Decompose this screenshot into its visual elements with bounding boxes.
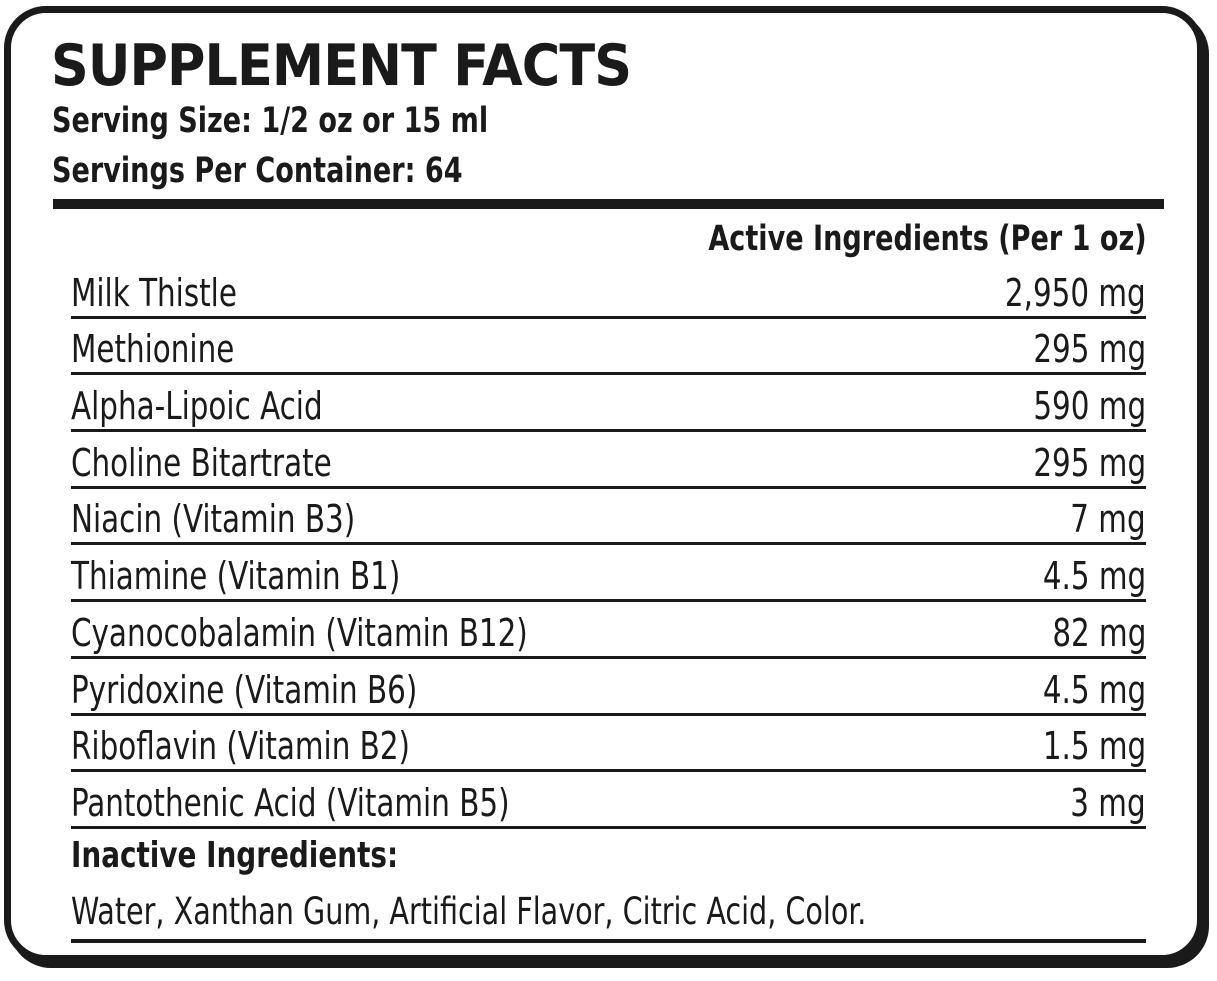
header-divider xyxy=(53,199,1164,209)
ingredient-amount: 4.5 mg xyxy=(1042,554,1146,599)
inactive-ingredients-heading: Inactive Ingredients: xyxy=(71,835,399,876)
ingredient-amount: 82 mg xyxy=(1051,610,1146,655)
supplement-facts-panel xyxy=(4,6,1204,962)
ingredient-name: Methionine xyxy=(71,327,235,372)
ingredient-table: Milk Thistle 2,950 mg Methionine 295 mg … xyxy=(71,262,1146,829)
serving-size: Serving Size: 1/2 oz or 15 ml xyxy=(52,101,489,141)
ingredient-amount: 1.5 mg xyxy=(1042,724,1146,769)
ingredient-name: Pyridoxine (Vitamin B6) xyxy=(71,667,418,712)
ingredient-row: Niacin (Vitamin B3) 7 mg xyxy=(71,489,1146,546)
ingredient-row: Pantothenic Acid (Vitamin B5) 3 mg xyxy=(71,772,1146,829)
inactive-ingredients-list: Water, Xanthan Gum, Artificial Flavor, C… xyxy=(71,890,867,933)
ingredient-row: Cyanocobalamin (Vitamin B12) 82 mg xyxy=(71,602,1146,659)
ingredient-amount: 2,950 mg xyxy=(1005,270,1146,315)
ingredient-amount: 295 mg xyxy=(1033,440,1146,485)
ingredient-row: Methionine 295 mg xyxy=(71,319,1146,376)
label-title: SUPPLEMENT FACTS xyxy=(51,33,632,99)
ingredient-amount: 4.5 mg xyxy=(1042,667,1146,712)
ingredient-name: Pantothenic Acid (Vitamin B5) xyxy=(71,780,510,825)
ingredient-name: Milk Thistle xyxy=(71,270,237,315)
ingredient-name: Riboflavin (Vitamin B2) xyxy=(71,724,411,769)
servings-per-container: Servings Per Container: 64 xyxy=(52,151,463,191)
ingredient-amount: 590 mg xyxy=(1033,384,1146,429)
ingredient-amount: 295 mg xyxy=(1033,327,1146,372)
ingredient-name: Thiamine (Vitamin B1) xyxy=(71,554,401,599)
ingredient-row: Pyridoxine (Vitamin B6) 4.5 mg xyxy=(71,659,1146,716)
active-ingredients-header: Active Ingredients (Per 1 oz) xyxy=(708,219,1147,259)
bottom-divider xyxy=(71,939,1146,943)
ingredient-row: Thiamine (Vitamin B1) 4.5 mg xyxy=(71,545,1146,603)
ingredient-amount: 7 mg xyxy=(1070,497,1146,542)
ingredient-row: Riboflavin (Vitamin B2) 1.5 mg xyxy=(71,716,1146,773)
ingredient-name: Choline Bitartrate xyxy=(71,440,332,485)
ingredient-name: Niacin (Vitamin B3) xyxy=(71,497,356,542)
ingredient-name: Alpha-Lipoic Acid xyxy=(71,384,323,429)
ingredient-row: Choline Bitartrate 295 mg xyxy=(71,432,1146,489)
ingredient-name: Cyanocobalamin (Vitamin B12) xyxy=(71,610,528,655)
ingredient-row: Alpha-Lipoic Acid 590 mg xyxy=(71,375,1146,433)
ingredient-row: Milk Thistle 2,950 mg xyxy=(71,262,1146,319)
ingredient-amount: 3 mg xyxy=(1070,780,1146,825)
